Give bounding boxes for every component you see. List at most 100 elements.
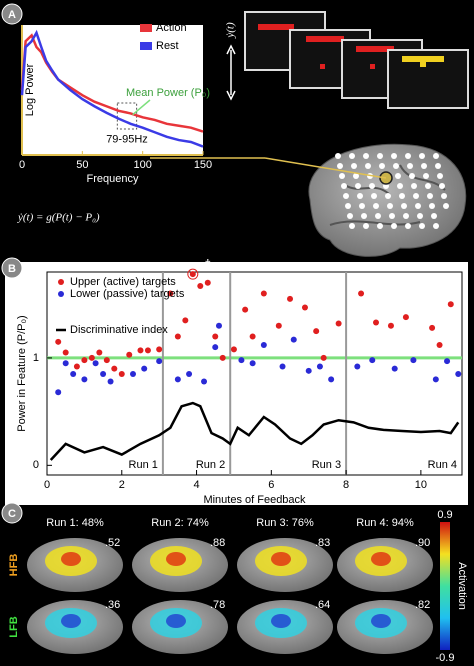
electrode: [397, 183, 403, 189]
score: .90: [415, 537, 430, 549]
x-tick-label: 0: [44, 479, 50, 491]
legend-label: Discriminative index: [70, 324, 168, 336]
plot-background: [22, 25, 203, 155]
x-tick-label: 50: [76, 159, 88, 171]
x-tick-label: 100: [133, 159, 151, 171]
electrode: [361, 213, 367, 219]
electrode: [363, 153, 369, 159]
y-tick-label: 1: [33, 352, 39, 364]
panel-label: B: [8, 263, 16, 275]
electrode: [437, 173, 443, 179]
electrode: [343, 193, 349, 199]
scatter-point: [167, 290, 174, 297]
activation-core: [371, 614, 391, 628]
line-series: [20, 29, 204, 148]
scatter-point: [275, 322, 282, 329]
score: .78: [210, 599, 225, 611]
electrode: [433, 223, 439, 229]
electrode: [433, 153, 439, 159]
colorbar-tick: 0.9: [437, 509, 452, 521]
scatter-point: [432, 376, 439, 383]
electrode: [405, 223, 411, 229]
scatter-point: [436, 342, 443, 349]
electrode: [429, 203, 435, 209]
scatter-point: [81, 357, 88, 364]
electrode: [419, 223, 425, 229]
electrode: [369, 183, 375, 189]
scatter-point: [174, 333, 181, 340]
x-tick-label: 2: [119, 479, 125, 491]
electrode: [423, 173, 429, 179]
annotation: Mean Power (P₀): [126, 87, 210, 99]
scatter-point: [354, 363, 361, 370]
line-series: [49, 401, 460, 461]
column-title: Run 4: 94%: [356, 517, 414, 529]
scatter-point: [290, 336, 297, 343]
activation-core: [271, 552, 291, 566]
electrode: [351, 163, 357, 169]
scatter-point: [55, 389, 62, 396]
electrode: [341, 183, 347, 189]
colorbar-label: Activation: [456, 562, 468, 610]
y-tick-label: 0: [33, 459, 39, 471]
scatter-point: [62, 360, 69, 367]
x-tick-label: 0: [19, 159, 25, 171]
x-tick-label: 150: [194, 159, 212, 171]
scatter-point: [186, 371, 193, 378]
scatter-point: [328, 376, 335, 383]
run-label: Run 3: [312, 459, 341, 471]
legend-swatch: [140, 24, 152, 32]
scatter-point: [201, 378, 208, 385]
scatter-point: [204, 279, 211, 286]
scatter-point: [260, 290, 267, 297]
scatter-point: [141, 365, 148, 372]
scatter-point: [305, 367, 312, 374]
legend-label: Rest: [156, 40, 179, 52]
electrode: [353, 173, 359, 179]
score: .82: [415, 599, 430, 611]
score: .88: [210, 537, 225, 549]
scatter-point: [373, 319, 380, 326]
electrode: [355, 183, 361, 189]
electrode: [439, 183, 445, 189]
scatter-point: [88, 354, 95, 361]
scatter-point: [287, 295, 294, 302]
scatter-point: [73, 363, 80, 370]
panel-badge: [1, 502, 23, 524]
electrode: [407, 163, 413, 169]
x-tick-label: 10: [415, 479, 427, 491]
electrode: [349, 153, 355, 159]
x-tick-label: 6: [268, 479, 274, 491]
electrode: [393, 163, 399, 169]
legend-label: Action: [156, 22, 187, 34]
score: .52: [105, 537, 120, 549]
column-title: Run 2: 74%: [151, 517, 209, 529]
scatter-point: [455, 371, 462, 378]
scatter-point: [447, 301, 454, 308]
electrode: [431, 213, 437, 219]
electrode: [421, 163, 427, 169]
annotation-line: [132, 99, 151, 116]
equation: ẏ(t) = g(P(t) − P₀): [17, 212, 100, 224]
colorbar-tick: -0.9: [436, 652, 455, 664]
scatter-point: [410, 357, 417, 364]
electrode: [347, 213, 353, 219]
scatter-point: [429, 324, 436, 331]
row-label: LFB: [8, 616, 20, 637]
electrode: [337, 163, 343, 169]
electrode: [415, 203, 421, 209]
scatter-point: [144, 347, 151, 354]
scatter-point: [313, 328, 320, 335]
scatter-point: [358, 290, 365, 297]
score: .36: [105, 599, 120, 611]
electrode: [377, 223, 383, 229]
plot-frame: [46, 271, 463, 476]
x-axis-label: Frequency: [87, 173, 139, 185]
scatter-point: [249, 333, 256, 340]
electrode: [357, 193, 363, 199]
electrode: [359, 203, 365, 209]
panel-label: C: [8, 508, 16, 520]
column-title: Run 3: 76%: [256, 517, 314, 529]
electrode: [395, 173, 401, 179]
